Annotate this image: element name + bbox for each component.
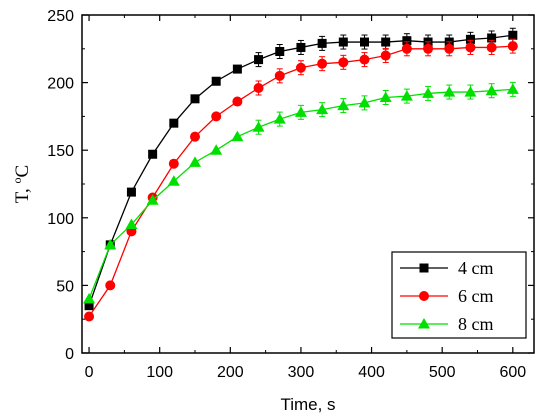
point-6cm-17	[444, 43, 455, 54]
point-8cm-18	[464, 86, 477, 97]
legend-marker-4cm	[419, 263, 429, 273]
point-8cm-19	[485, 84, 498, 96]
point-8cm-7	[231, 130, 244, 142]
point-4cm-14	[381, 37, 391, 47]
point-8cm-15	[400, 90, 413, 101]
y-axis-title-unit: C	[12, 165, 33, 178]
y-tick-label-1: 50	[56, 278, 74, 295]
point-8cm-4	[167, 175, 180, 186]
x-tick-label-0: 0	[85, 364, 94, 381]
y-tick-label-3: 150	[47, 143, 74, 160]
point-6cm-15	[401, 43, 412, 54]
point-6cm-16	[423, 43, 434, 54]
point-6cm-5	[190, 131, 200, 142]
point-6cm-18	[465, 42, 476, 53]
point-4cm-6	[211, 76, 221, 86]
point-4cm-8	[254, 55, 264, 65]
y-tick-label-5: 250	[47, 8, 74, 25]
point-6cm-4	[168, 158, 179, 169]
x-axis-title: Time, s	[280, 395, 335, 414]
point-8cm-14	[379, 91, 392, 102]
y-axis-title-degree: o	[10, 177, 24, 183]
axis-layer: 0 100 200 300 400 500 600 0 50 100 150 200 250	[47, 8, 534, 381]
point-6cm-11	[317, 58, 328, 69]
point-8cm-3	[146, 194, 159, 205]
point-4cm-9	[275, 47, 285, 57]
y-tick-label-2: 100	[47, 211, 74, 228]
legend-label-4cm: 4 cm	[458, 258, 494, 278]
point-4cm-13	[360, 37, 369, 47]
y-axis-title-main: T,	[12, 183, 33, 203]
legend: 4 cm 6 cm 8 cm	[391, 251, 527, 339]
point-4cm-10	[296, 42, 306, 52]
point-8cm-12	[337, 99, 350, 111]
point-4cm-11	[317, 38, 327, 48]
point-6cm-20	[507, 41, 518, 52]
point-4cm-19	[487, 33, 497, 43]
point-6cm-8	[253, 83, 264, 94]
point-6cm-10	[295, 62, 306, 73]
point-8cm-9	[273, 113, 286, 124]
point-4cm-15	[402, 36, 412, 46]
point-6cm-19	[486, 42, 497, 53]
point-4cm-4	[169, 118, 179, 128]
point-8cm-5	[189, 156, 201, 167]
y-tick-label-4: 200	[47, 76, 74, 93]
point-8cm-1	[104, 238, 117, 250]
point-6cm-12	[338, 57, 349, 68]
x-tick-label-2: 200	[217, 364, 244, 381]
point-8cm-11	[316, 103, 329, 115]
x-tick-label-3: 300	[288, 364, 315, 381]
point-4cm-18	[465, 34, 475, 44]
point-4cm-7	[232, 64, 242, 74]
point-6cm-0	[84, 311, 95, 322]
point-4cm-2	[126, 187, 136, 197]
point-4cm-5	[190, 94, 200, 104]
point-6cm-1	[105, 280, 116, 291]
legend-marker-6cm	[419, 291, 429, 301]
legend-label-6cm: 6 cm	[458, 286, 494, 306]
point-6cm-14	[380, 50, 391, 61]
point-6cm-13	[359, 54, 370, 65]
point-4cm-20	[508, 30, 518, 40]
y-tick-label-0: 0	[65, 346, 74, 363]
x-tick-label-5: 500	[429, 364, 456, 381]
legend-label-8cm: 8 cm	[458, 314, 494, 334]
point-8cm-6	[210, 144, 223, 155]
point-8cm-17	[443, 86, 456, 97]
point-4cm-0	[84, 301, 94, 311]
point-8cm-8	[252, 121, 265, 132]
x-tick-label-6: 600	[499, 364, 526, 381]
y-axis-title: T, oC	[10, 165, 33, 203]
point-4cm-12	[338, 37, 348, 47]
x-tick-label-4: 400	[358, 364, 385, 381]
legend-marker-8cm	[418, 318, 430, 329]
point-6cm-6	[211, 111, 222, 122]
point-6cm-9	[274, 70, 285, 81]
point-8cm-13	[358, 96, 371, 108]
point-8cm-20	[506, 83, 519, 94]
plot-layer	[83, 27, 519, 322]
point-8cm-0	[83, 292, 96, 304]
point-8cm-2	[125, 218, 138, 230]
point-4cm-3	[148, 149, 158, 159]
point-6cm-7	[232, 96, 243, 107]
point-8cm-10	[294, 106, 307, 117]
x-tick-label-1: 100	[146, 364, 173, 381]
point-8cm-16	[422, 87, 435, 98]
